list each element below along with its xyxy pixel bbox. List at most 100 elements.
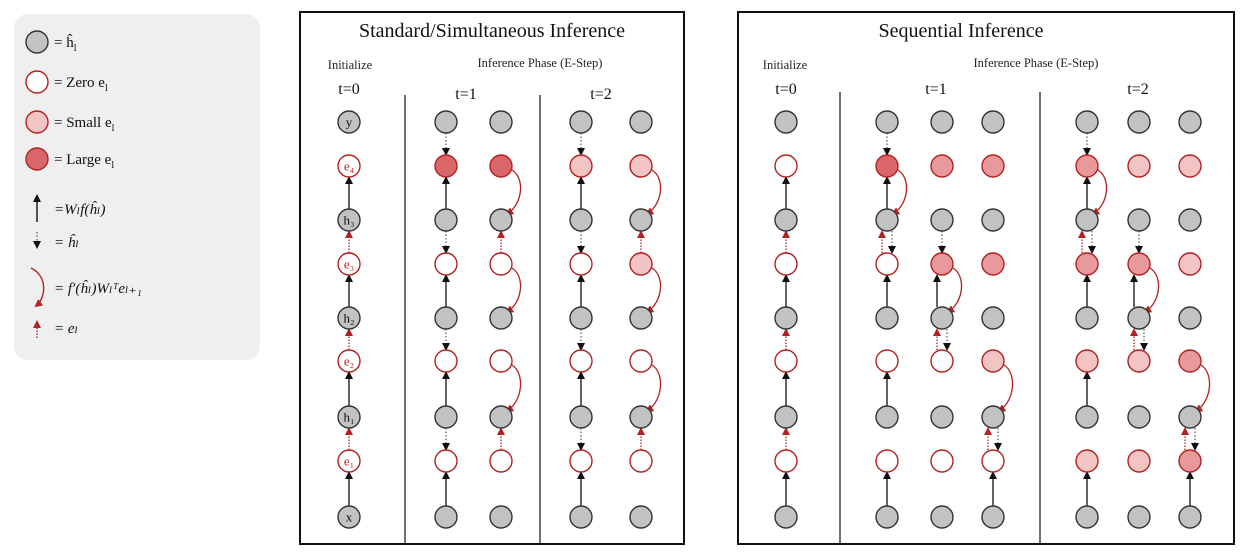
state-node bbox=[930, 349, 954, 373]
state-node bbox=[489, 405, 513, 429]
feedback-arrow bbox=[645, 267, 662, 314]
state-node bbox=[981, 449, 1005, 473]
panel-standard-init-label: Initialize bbox=[328, 58, 373, 72]
state-node bbox=[875, 154, 899, 178]
init-node bbox=[774, 306, 798, 330]
feedback-arrow bbox=[645, 169, 662, 216]
panel-standard-t2-label: t=2 bbox=[590, 86, 611, 103]
state-node bbox=[434, 110, 458, 134]
state-node bbox=[1075, 505, 1099, 529]
state-node bbox=[875, 405, 899, 429]
state-node bbox=[1127, 349, 1151, 373]
feedback-arrow bbox=[505, 364, 522, 413]
init-node bbox=[774, 349, 798, 373]
state-node bbox=[981, 208, 1005, 232]
state-node bbox=[981, 306, 1005, 330]
state-node bbox=[1075, 306, 1099, 330]
state-node bbox=[629, 505, 653, 529]
state-node bbox=[434, 154, 458, 178]
state-node bbox=[981, 154, 1005, 178]
state-node bbox=[875, 449, 899, 473]
panel-standard-t1-label: t=1 bbox=[455, 86, 476, 103]
state-node bbox=[1127, 405, 1151, 429]
state-node bbox=[489, 449, 513, 473]
panel-standard-t0-label: t=0 bbox=[338, 81, 359, 98]
state-node bbox=[489, 306, 513, 330]
panel-sequential-edges bbox=[782, 133, 1211, 506]
state-node bbox=[875, 349, 899, 373]
state-node bbox=[569, 306, 593, 330]
init-node bbox=[337, 505, 361, 529]
init-node bbox=[774, 405, 798, 429]
state-node bbox=[1075, 154, 1099, 178]
state-node bbox=[629, 154, 653, 178]
state-node bbox=[629, 252, 653, 276]
panel-sequential: Sequential Inference Initialize Inferenc… bbox=[737, 11, 1235, 545]
init-node-label: e₄ bbox=[344, 159, 355, 174]
state-node bbox=[875, 110, 899, 134]
init-node bbox=[774, 154, 798, 178]
legend-red-curve-formula: = f′(ĥₗ)Wₗᵀeₗ₊₁ bbox=[54, 280, 142, 297]
init-node-label: h₃ bbox=[343, 213, 354, 228]
init-node bbox=[774, 252, 798, 276]
feedback-arrow bbox=[505, 267, 522, 314]
state-node bbox=[1075, 110, 1099, 134]
state-node bbox=[930, 252, 954, 276]
state-node bbox=[569, 349, 593, 373]
state-node bbox=[569, 252, 593, 276]
init-node bbox=[774, 449, 798, 473]
state-node bbox=[930, 154, 954, 178]
state-node bbox=[1127, 449, 1151, 473]
state-node bbox=[434, 252, 458, 276]
init-node bbox=[337, 306, 361, 330]
state-node bbox=[629, 208, 653, 232]
state-node bbox=[930, 110, 954, 134]
legend-red-arrow-formula: = eₗ bbox=[54, 321, 78, 337]
state-node bbox=[629, 110, 653, 134]
legend-small-label: = Small el bbox=[54, 115, 115, 134]
state-node bbox=[434, 505, 458, 529]
state-node bbox=[875, 252, 899, 276]
state-node bbox=[1127, 208, 1151, 232]
state-node bbox=[1127, 154, 1151, 178]
panel-sequential-t0-label: t=0 bbox=[775, 81, 796, 98]
init-node bbox=[337, 208, 361, 232]
state-node bbox=[489, 349, 513, 373]
feedback-arrow bbox=[1143, 267, 1160, 314]
state-node bbox=[981, 110, 1005, 134]
state-node bbox=[1075, 208, 1099, 232]
panel-sequential-title: Sequential Inference bbox=[879, 20, 1044, 42]
legend-red-curve-arrow-icon bbox=[30, 267, 45, 308]
state-node bbox=[434, 208, 458, 232]
state-node bbox=[629, 306, 653, 330]
state-node bbox=[629, 449, 653, 473]
panel-sequential-phase-label: Inference Phase (E-Step) bbox=[974, 56, 1099, 70]
legend-large-label: = Large el bbox=[54, 152, 114, 171]
state-node bbox=[981, 505, 1005, 529]
state-node bbox=[569, 208, 593, 232]
feedback-arrow bbox=[505, 169, 522, 216]
state-node bbox=[629, 349, 653, 373]
init-node bbox=[337, 110, 361, 134]
feedback-arrow bbox=[1091, 169, 1108, 216]
init-node-label: e₃ bbox=[344, 257, 354, 272]
state-node bbox=[1178, 306, 1202, 330]
state-node bbox=[1178, 110, 1202, 134]
init-node bbox=[774, 110, 798, 134]
legend-zero-node-icon bbox=[25, 70, 49, 94]
state-node bbox=[981, 252, 1005, 276]
legend-gray-node-icon bbox=[25, 30, 49, 54]
legend-small-node-icon bbox=[25, 110, 49, 134]
state-node bbox=[930, 505, 954, 529]
init-node bbox=[337, 405, 361, 429]
panel-sequential-nodes bbox=[774, 110, 1202, 529]
state-node bbox=[1178, 405, 1202, 429]
state-node bbox=[1127, 110, 1151, 134]
state-node bbox=[1127, 306, 1151, 330]
init-node-label: x bbox=[346, 510, 353, 525]
state-node bbox=[875, 306, 899, 330]
panel-standard-edges bbox=[345, 133, 662, 506]
state-node bbox=[981, 349, 1005, 373]
feedback-arrow bbox=[1194, 364, 1211, 413]
